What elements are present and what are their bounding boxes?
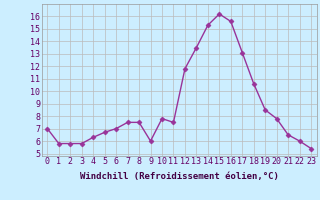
X-axis label: Windchill (Refroidissement éolien,°C): Windchill (Refroidissement éolien,°C) — [80, 172, 279, 181]
